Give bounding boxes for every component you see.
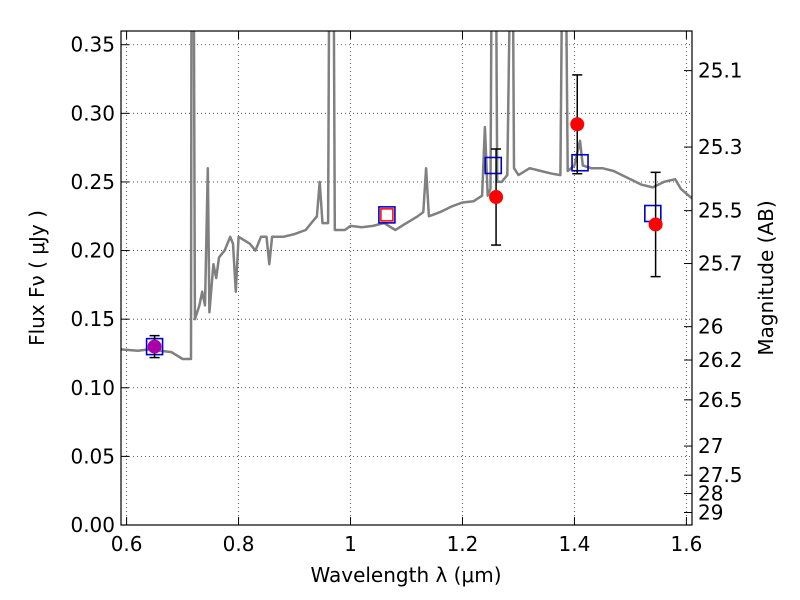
- x-tick-label: 1: [344, 532, 357, 556]
- mag-tick-label: 26: [698, 315, 723, 339]
- observed-point: [570, 117, 585, 132]
- mag-tick-label: 27.5: [698, 463, 743, 487]
- model-marker: [571, 153, 589, 172]
- x-tick-label: 0.8: [223, 532, 255, 556]
- mag-tick-label: 26.5: [698, 388, 743, 412]
- y-tick-label: 0.30: [70, 101, 115, 125]
- y-tick-label: 0.25: [70, 170, 115, 194]
- axis-ticks: 0.6 0.8 1 1.2 1.4 1.6 0.00 0.05 0.10 0.15 0.20 0.25…: [70, 31, 743, 556]
- y-tick-label: 0.00: [70, 513, 115, 537]
- model-spectrum: [121, 31, 692, 361]
- observed-square-marker: [380, 208, 394, 222]
- right-axis-title: Magnitude (AB): [754, 200, 778, 355]
- mag-tick-label: 25.7: [698, 252, 743, 276]
- mag-tick-label: 25.3: [698, 135, 743, 159]
- x-tick-label: 1.6: [670, 532, 702, 556]
- observed-photometry-series: [147, 74, 663, 359]
- mag-tick-label: 25.1: [698, 59, 743, 83]
- y-tick-label: 0.10: [70, 376, 115, 400]
- mag-tick-label: 25.5: [698, 199, 743, 223]
- y-tick-label: 0.20: [70, 239, 115, 263]
- observed-point: [147, 339, 162, 354]
- x-axis-title: Wavelength λ (μm): [310, 563, 501, 587]
- plot-frame: [120, 30, 693, 526]
- mag-tick-label: 28: [698, 482, 723, 506]
- y-tick-label: 0.05: [70, 444, 115, 468]
- spectrum-line: [121, 31, 692, 361]
- x-tick-label: 1.4: [559, 532, 591, 556]
- y-axis-title: Flux Fν ( μJy ): [25, 210, 49, 346]
- observed-point: [648, 217, 663, 232]
- y-tick-label: 0.15: [70, 307, 115, 331]
- x-tick-label: 0.6: [111, 532, 143, 556]
- x-tick-label: 1.2: [447, 532, 479, 556]
- mag-tick-label: 29: [698, 500, 723, 524]
- model-photometry-series: [145, 153, 662, 356]
- y-tick-label: 0.35: [70, 33, 115, 57]
- mag-tick-label: 26.2: [698, 348, 743, 372]
- observed-point: [489, 190, 504, 205]
- mag-tick-label: 27: [698, 434, 723, 458]
- model-marker: [378, 206, 396, 224]
- model-marker: [484, 156, 503, 175]
